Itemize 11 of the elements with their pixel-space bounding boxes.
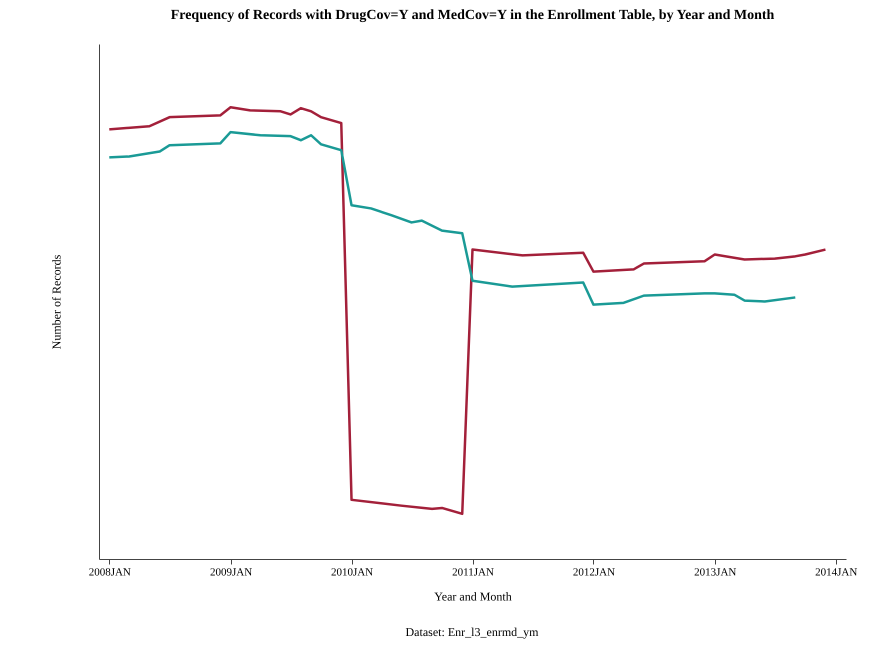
x-tick-label: 2008JAN (88, 566, 131, 578)
x-tick-label: 2014JAN (815, 566, 858, 578)
chart-title: Frequency of Records with DrugCov=Y and MedCov=Y in the Enrollment Table, by Year and Month (170, 8, 775, 23)
x-tick-label: 2010JAN (330, 566, 374, 578)
y-axis-title: Number of Records (50, 254, 64, 350)
x-tick-label: 2011JAN (452, 566, 494, 578)
x-tick-label: 2009JAN (210, 566, 252, 578)
x-tick-label: 2012JAN (572, 566, 616, 578)
x-tick-label: 2013JAN (694, 566, 736, 578)
text: Dataset: Enr_l3_enrmd_ym (406, 625, 540, 639)
x-axis-title: Year and Month (434, 590, 512, 604)
